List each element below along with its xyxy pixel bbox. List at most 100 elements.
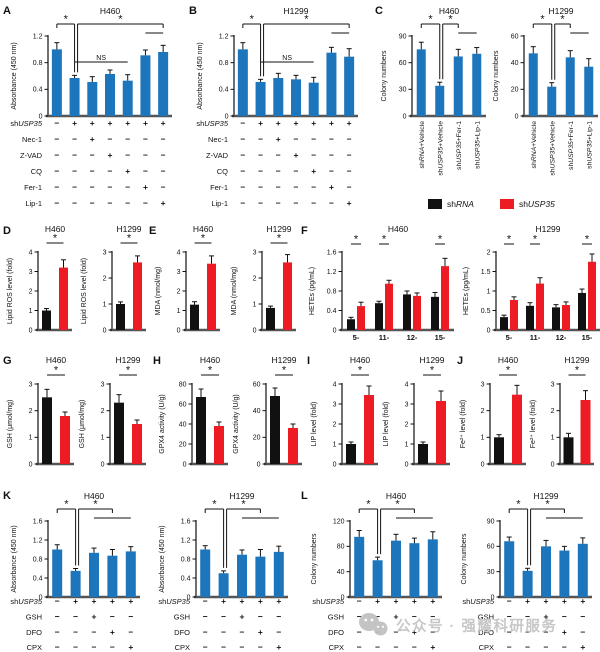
y-axis-label: Lipid ROS level (fold)	[7, 258, 14, 324]
treatment-cell: −	[203, 627, 208, 637]
treatment-cell: −	[357, 627, 362, 637]
treatment-cell: −	[412, 611, 417, 621]
treatment-cell: −	[311, 150, 316, 160]
y-tick-label: 0	[103, 327, 107, 334]
bar	[536, 283, 544, 330]
sig-label: NS	[96, 55, 106, 62]
bar	[453, 56, 463, 116]
treatment-cell: −	[580, 627, 585, 637]
treatment-cell: +	[580, 596, 585, 606]
bar	[87, 82, 98, 116]
treatment-cell: −	[258, 182, 263, 192]
y-tick-label: 4	[333, 381, 337, 388]
y-tick-label: 2	[177, 288, 181, 295]
treatment-cell: −	[580, 611, 585, 621]
treatment-cell: +	[525, 596, 530, 606]
bar	[105, 74, 115, 116]
y-tick-label: 0	[341, 594, 345, 601]
panel-letter: H	[153, 355, 161, 367]
subplot-title: H1299	[548, 6, 573, 16]
bar	[288, 428, 298, 464]
y-tick-label: 3	[103, 249, 107, 256]
treatment-cell: −	[375, 611, 380, 621]
sig-label: *	[540, 14, 545, 26]
bar	[441, 266, 449, 330]
sig-label: *	[395, 499, 400, 511]
treatment-row-label: Lip-1	[211, 199, 228, 208]
treatment-cell: +	[311, 166, 316, 176]
panel-A: A H460 Absorbance (450 nm) 0 0.4 0.8 1.2 * * NS sh…	[2, 2, 186, 218]
treatment-cell: −	[110, 642, 115, 652]
treatment-cell: −	[562, 611, 567, 621]
bar	[266, 307, 275, 330]
x-tick-label: 12-	[407, 333, 418, 342]
treatment-cell: −	[329, 134, 334, 144]
treatment-cell: +	[276, 134, 281, 144]
treatment-row-label: shUSP35	[196, 119, 229, 128]
subplot-title: H1299	[115, 355, 140, 365]
treatment-cell: +	[108, 150, 113, 160]
y-tick-label: 2	[551, 408, 555, 415]
sig-label: *	[241, 499, 246, 511]
bar	[472, 53, 482, 116]
treatment-row-label: GSH	[478, 612, 494, 621]
treatment-cell: −	[294, 166, 299, 176]
treatment-cell: −	[357, 611, 362, 621]
bar	[132, 424, 142, 464]
y-axis-label: Fe²⁺ level (fold)	[529, 400, 537, 448]
y-axis-label: Absorbance (450 nm)	[197, 42, 204, 109]
y-axis-label: HETEs (pg/mL)	[463, 267, 470, 315]
sig-label: *	[448, 14, 453, 26]
treatment-cell: +	[430, 642, 435, 652]
panel-L: L H460 Colony numbers 0 40 80 120 * * shUSP35 − + + +…	[300, 487, 598, 652]
treatment-cell: +	[311, 118, 316, 128]
y-tick-label: 0	[177, 327, 181, 334]
sig-label: *	[53, 233, 58, 245]
y-tick-label: 20	[253, 435, 261, 442]
y-tick-label: 60	[511, 33, 519, 40]
treatment-row-label: Z-VAD	[20, 151, 43, 160]
y-tick-label: 1	[405, 441, 409, 448]
x-tick-label: shUSP35+Fer-1	[456, 121, 463, 170]
treatment-cell: −	[73, 611, 78, 621]
treatment-cell: −	[143, 198, 148, 208]
y-tick-label: 0.4	[33, 87, 43, 94]
sig-label: *	[382, 234, 387, 246]
y-axis-label: GSH (μmol/mg)	[7, 400, 14, 449]
bar	[255, 82, 266, 116]
y-tick-label: 2	[103, 275, 107, 282]
bar	[565, 57, 575, 116]
bar	[357, 306, 365, 330]
y-tick-label: 1.6	[327, 249, 337, 256]
treatment-cell: −	[108, 198, 113, 208]
subplot-title: H460	[498, 355, 519, 365]
treatment-cell: −	[430, 611, 435, 621]
treatment-cell: +	[240, 611, 245, 621]
bar	[552, 307, 560, 330]
treatment-cell: +	[125, 118, 130, 128]
bar	[372, 560, 383, 597]
y-tick-label: 2	[487, 249, 491, 256]
treatment-cell: +	[347, 198, 352, 208]
treatment-row-label: Fer-1	[24, 183, 42, 192]
y-tick-label: 1	[333, 441, 337, 448]
treatment-cell: −	[507, 627, 512, 637]
treatment-row-label: Z-VAD	[206, 151, 229, 160]
treatment-cell: −	[128, 627, 133, 637]
y-axis-label: Colony numbers	[493, 50, 500, 101]
treatment-cell: −	[329, 166, 334, 176]
bar	[436, 401, 446, 464]
sig-label: *	[575, 365, 580, 377]
y-axis-label: GPX4 activity (U/g)	[159, 394, 166, 454]
treatment-row-label: DFO	[478, 628, 494, 637]
treatment-cell: −	[108, 182, 113, 192]
y-tick-label: 0.8	[33, 556, 43, 563]
subplot-title: H1299	[116, 224, 141, 234]
panel-letter: E	[149, 225, 156, 237]
panel-B: B H1299 Absorbance (450 nm) 0 0.4 0.8 1.2 * * NS s…	[188, 2, 372, 218]
bar	[190, 304, 199, 330]
treatment-cell: +	[375, 596, 380, 606]
treatment-cell: −	[258, 150, 263, 160]
